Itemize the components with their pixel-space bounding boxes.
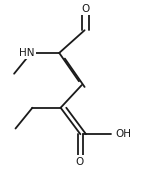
- Text: HN: HN: [19, 48, 35, 58]
- Text: OH: OH: [116, 129, 132, 139]
- Text: O: O: [81, 4, 89, 13]
- Text: O: O: [76, 157, 84, 167]
